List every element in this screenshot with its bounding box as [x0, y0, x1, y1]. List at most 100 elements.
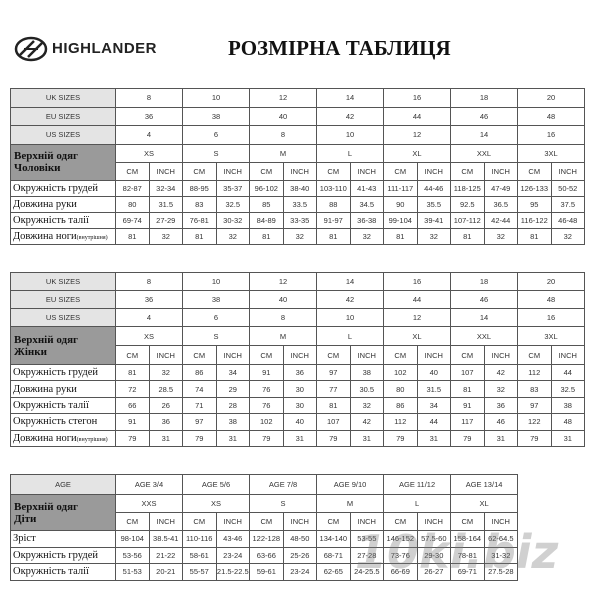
cell-value: 32	[550, 227, 586, 245]
cell-value: 20-21	[148, 563, 184, 581]
cell-value: 97	[517, 396, 552, 415]
cell-value: 81	[316, 396, 351, 415]
row-label: Зріст	[10, 530, 116, 548]
cell-value: 38-40	[282, 179, 318, 197]
cell-value: 77	[316, 380, 351, 398]
row-label: Довжина ноги(внутрішня)	[10, 429, 116, 447]
cell-value: 36	[483, 396, 519, 415]
cell-value: 42	[483, 363, 519, 382]
cell-value: 35.5	[416, 195, 452, 213]
unit-label: CM	[115, 512, 150, 531]
data-row: Зріст 98-104 38.5-41 110-116 43-46 122-128 48-…	[10, 530, 519, 548]
row-label-text: Окружність талії	[13, 214, 89, 226]
cell-value: 38	[349, 363, 385, 382]
unit-label: INCH	[349, 161, 385, 181]
size-value: 16	[517, 308, 586, 327]
size-name: XXL	[450, 143, 519, 163]
cell-value: 122-128	[249, 530, 284, 548]
cell-value: 51-53	[115, 563, 150, 581]
cell-value: 31	[282, 429, 318, 447]
cell-value: 32.5	[215, 195, 251, 213]
size-value: 42	[316, 290, 385, 309]
cell-value: 118-125	[450, 179, 485, 197]
size-name: XL	[450, 494, 519, 513]
cell-value: 91-97	[316, 211, 351, 229]
size-name: XL	[383, 326, 452, 346]
cell-value: 81	[182, 227, 217, 245]
size-label: AGE	[10, 474, 116, 495]
size-value: 36	[114, 106, 184, 126]
cell-value: 76	[249, 380, 284, 398]
size-row: AGE AGE 3/4 AGE 5/6 AGE 7/8 AGE 9/10 AGE 11/1…	[10, 474, 519, 495]
group-label-line: Чоловіки	[14, 162, 61, 174]
size-value: 38	[182, 290, 251, 309]
cell-value: 30	[282, 396, 318, 415]
cell-value: 91	[115, 413, 150, 431]
cell-value: 79	[182, 429, 217, 447]
size-value: 14	[450, 308, 519, 327]
cell-value: 39-41	[416, 211, 452, 229]
size-name: 3XL	[517, 143, 586, 163]
unit-label: INCH	[416, 512, 452, 531]
cell-value: 32	[349, 396, 385, 415]
logo	[14, 36, 48, 62]
size-value: 10	[316, 308, 385, 327]
size-value: 40	[249, 106, 318, 126]
unit-row: CM INCH CM INCH CM INCH CM INCH CM INCH CM INCH	[11, 512, 519, 531]
unit-label: INCH	[483, 345, 519, 365]
unit-label: INCH	[215, 345, 251, 365]
size-value: 48	[517, 106, 586, 126]
cell-value: 31	[416, 429, 452, 447]
cell-value: 32	[349, 227, 385, 245]
group-label: Верхній одяг Чоловіки	[10, 143, 116, 181]
cell-value: 44	[416, 413, 452, 431]
cell-value: 79	[115, 429, 150, 447]
size-value: 14	[450, 125, 519, 145]
cell-value: 88-95	[182, 179, 217, 197]
cell-value: 66	[115, 396, 150, 415]
size-value: 12	[249, 88, 318, 108]
size-name: XS	[182, 494, 251, 513]
cell-value: 28	[215, 396, 251, 415]
size-value: 12	[383, 125, 452, 145]
size-table: UK SIZES 8 10 12 14 16 18 20 EU SIZES 36 38 40 42 44 4…	[10, 272, 586, 447]
cell-value: 55-57	[182, 563, 217, 581]
unit-label: CM	[182, 161, 217, 181]
size-value: 46	[450, 290, 519, 309]
size-value: 10	[182, 88, 251, 108]
cell-value: 107	[316, 413, 351, 431]
cell-value: 34.5	[349, 195, 385, 213]
cell-value: 102	[249, 413, 284, 431]
header-row: Верхній одяг Діти XXS XS S M L XL	[10, 494, 519, 531]
cell-value: 84-89	[249, 211, 284, 229]
size-value: 10	[316, 125, 385, 145]
cell-value: 34	[215, 363, 251, 382]
cell-value: 36.5	[483, 195, 519, 213]
unit-label: INCH	[148, 345, 184, 365]
size-value: 4	[114, 125, 184, 145]
unit-label: CM	[383, 345, 418, 365]
cell-value: 26-27	[416, 563, 452, 581]
cell-value: 21.5-22.5	[215, 563, 251, 581]
cell-value: 36	[148, 413, 184, 431]
row-label-text: Окружність грудей	[13, 367, 98, 379]
cell-value: 31	[349, 429, 385, 447]
size-value: AGE 7/8	[249, 474, 318, 495]
cell-value: 86	[182, 363, 217, 382]
unit-label: INCH	[282, 345, 318, 365]
size-row: UK SIZES 8 10 12 14 16 18 20	[10, 272, 586, 291]
size-value: 40	[249, 290, 318, 309]
data-row: Довжина ноги(внутрішня) 81 32 81 32 81 32 81 32 8…	[10, 227, 586, 245]
row-label-text: Довжина руки	[13, 383, 77, 395]
size-row: EU SIZES 36 38 40 42 44 46 48	[10, 290, 586, 309]
size-value: 4	[114, 308, 184, 327]
unit-label: INCH	[483, 161, 519, 181]
cell-value: 32-34	[148, 179, 184, 197]
cell-value: 32	[148, 227, 184, 245]
size-label: UK SIZES	[10, 272, 116, 291]
header-row: Верхній одяг Чоловіки XS S M L XL XXL 3XL	[10, 143, 586, 181]
cell-value: 46-48	[550, 211, 586, 229]
cell-value: 26	[148, 396, 184, 415]
unit-label: CM	[316, 512, 351, 531]
